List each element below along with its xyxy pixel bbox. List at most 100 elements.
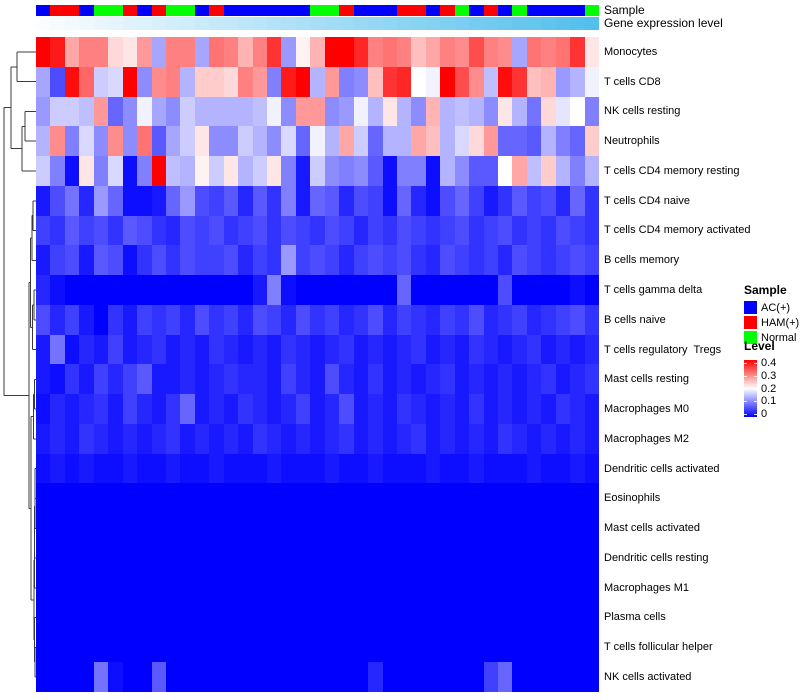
heatmap-cell: [425, 126, 441, 157]
heatmap-cell: [194, 513, 210, 544]
heatmap-cell: [483, 156, 498, 186]
heatmap-cell: [382, 602, 397, 633]
heatmap-cell: [382, 364, 397, 395]
heatmap-cell: [50, 394, 65, 424]
heatmap-cell: [353, 394, 369, 424]
heatmap-cell: [122, 513, 138, 544]
heatmap-cell: [512, 543, 527, 573]
heatmap-cell: [396, 96, 412, 127]
heatmap-cell: [165, 543, 181, 573]
heatmap-cell: [223, 334, 239, 365]
heatmap-cell: [483, 394, 498, 424]
heatmap-row: [36, 632, 600, 663]
heatmap-cell: [122, 483, 138, 514]
level-tick-mark: [754, 414, 757, 415]
heatmap-cell: [209, 185, 224, 216]
heatmap-cell: [498, 334, 513, 365]
heatmap-cell: [382, 215, 397, 246]
heatmap-cell: [93, 185, 109, 216]
heatmap-cell: [310, 513, 325, 544]
heatmap-cell: [512, 572, 527, 603]
heatmap-cell: [498, 37, 513, 67]
heatmap-cell: [50, 572, 65, 603]
heatmap-cell: [498, 513, 513, 544]
heatmap-cell: [368, 423, 383, 454]
row-label: Eosinophils: [604, 492, 661, 505]
heatmap-cell: [425, 423, 441, 454]
heatmap-cell: [79, 334, 94, 365]
heatmap-cell: [209, 275, 224, 305]
heatmap-cell: [238, 96, 253, 127]
heatmap-cell: [209, 126, 224, 157]
heatmap-cell: [570, 245, 585, 276]
heatmap-cell: [368, 96, 383, 127]
heatmap-cell: [310, 364, 325, 395]
heatmap-cell: [469, 304, 484, 335]
legend-color-swatch: [744, 316, 757, 329]
heatmap-row: [36, 602, 600, 633]
level-tick-label: 0.2: [761, 382, 777, 395]
heatmap-cell: [512, 66, 527, 97]
gene-annotation-cell: [194, 17, 210, 30]
heatmap-cell: [440, 572, 455, 603]
level-tick-mark: [744, 414, 747, 415]
heatmap-cell: [411, 215, 426, 246]
heatmap-cell: [425, 394, 441, 424]
gene-annotation-cell: [498, 17, 513, 30]
heatmap-cell: [310, 543, 325, 573]
heatmap-cell: [36, 37, 51, 67]
heatmap-cell: [584, 632, 600, 663]
legend-item-label: HAM(+): [761, 316, 800, 329]
heatmap-cell: [180, 602, 195, 633]
heatmap-cell: [411, 66, 426, 97]
heatmap-cell: [36, 632, 51, 663]
gene-annotation-cell: [584, 17, 600, 30]
heatmap-cell: [310, 632, 325, 663]
heatmap-cell: [223, 215, 239, 246]
sample-annotation-cell: [425, 5, 441, 16]
heatmap-cell: [267, 364, 282, 395]
heatmap-cell: [281, 215, 296, 246]
sample-annotation-cell: [368, 5, 383, 16]
heatmap-cell: [223, 662, 239, 692]
heatmap-cell: [526, 304, 542, 335]
gene-annotation-cell: [425, 17, 441, 30]
heatmap-cell: [310, 453, 325, 484]
heatmap-cell: [137, 513, 152, 544]
heatmap-cell: [108, 66, 123, 97]
heatmap-row: [36, 245, 600, 276]
heatmap-cell: [223, 275, 239, 305]
heatmap-cell: [353, 602, 369, 633]
heatmap-cell: [368, 662, 383, 692]
heatmap-cell: [281, 245, 296, 276]
heatmap-cell: [79, 304, 94, 335]
sample-annotation-cell: [469, 5, 484, 16]
heatmap-cell: [512, 423, 527, 454]
sample-annotation-cell: [36, 5, 51, 16]
heatmap-cell: [454, 334, 470, 365]
heatmap-cell: [498, 453, 513, 484]
heatmap-cell: [36, 543, 51, 573]
heatmap-cell: [64, 632, 80, 663]
gene-annotation-cell: [180, 17, 195, 30]
heatmap-cell: [483, 572, 498, 603]
sample-annotation-cell: [310, 5, 325, 16]
heatmap-cell: [498, 572, 513, 603]
heatmap-cell: [310, 66, 325, 97]
heatmap-cell: [108, 632, 123, 663]
heatmap-row: [36, 185, 600, 216]
heatmap-cell: [324, 632, 340, 663]
heatmap-cell: [541, 394, 556, 424]
heatmap-cell: [584, 572, 600, 603]
heatmap-cell: [570, 185, 585, 216]
heatmap-cell: [440, 513, 455, 544]
heatmap-cell: [93, 66, 109, 97]
gene-annotation-cell: [108, 17, 123, 30]
heatmap-cell: [454, 543, 470, 573]
heatmap-cell: [252, 364, 267, 395]
heatmap-cell: [339, 275, 354, 305]
heatmap-cell: [353, 453, 369, 484]
heatmap-cell: [281, 156, 296, 186]
heatmap-cell: [108, 37, 123, 67]
